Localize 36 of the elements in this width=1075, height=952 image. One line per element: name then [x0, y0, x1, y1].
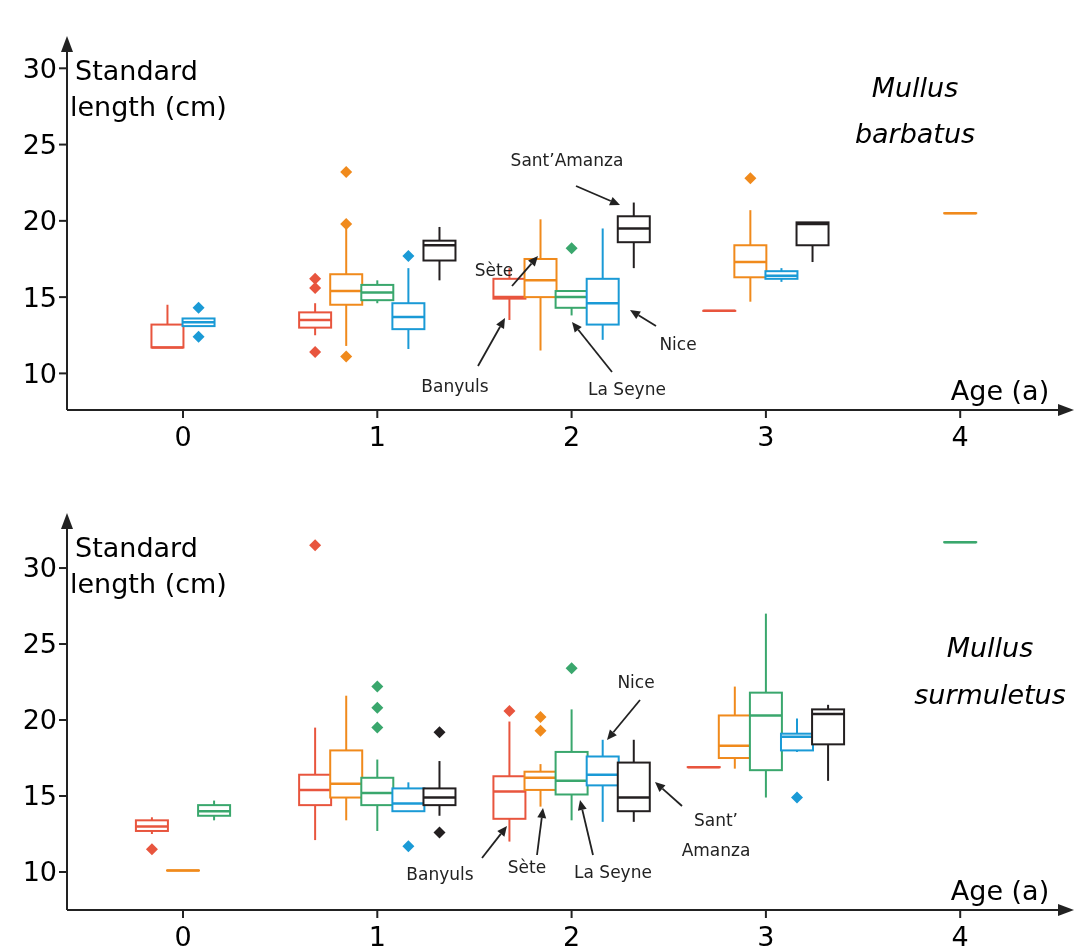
x-axis-title: Age (a) [950, 875, 1050, 906]
x-tick-label: 2 [563, 921, 581, 952]
y-axis-title: Standard length (cm) [70, 55, 227, 122]
x-tick-label: 4 [951, 421, 969, 452]
annotation: La Seyne [574, 862, 652, 882]
x-tick-label: 0 [174, 921, 192, 952]
y-tick-label: 10 [22, 856, 57, 888]
x-tick-label: 2 [563, 421, 581, 452]
x-tick-label: 3 [757, 921, 775, 952]
x-tick-label: 4 [951, 921, 969, 952]
annotation: Sant’Amanza [510, 150, 624, 170]
text: Mullus barbatus [854, 72, 976, 149]
annotation: Banyuls [421, 376, 489, 396]
y-tick-label: 30 [22, 52, 57, 84]
x-tick-label: 3 [757, 421, 775, 452]
annotation: Sète [507, 857, 547, 877]
x-tick-label: 0 [174, 421, 192, 452]
annotation: Sète [474, 260, 514, 280]
y-tick-label: 25 [22, 628, 57, 660]
annotation: Banyuls [406, 864, 474, 884]
y-tick-label: 20 [22, 704, 57, 736]
y-tick-label: 10 [22, 357, 57, 389]
annotation: La Seyne [588, 379, 666, 399]
y-tick-label: 25 [22, 129, 57, 161]
y-tick-label: 15 [22, 780, 57, 812]
annotation: Sant’ Amanza [681, 810, 751, 860]
y-tick-label: 30 [22, 552, 57, 584]
y-axis-title: Standard length (cm) [70, 532, 227, 599]
annotation: Nice [659, 334, 697, 354]
y-tick-label: 20 [22, 205, 57, 237]
x-axis-title: Age (a) [950, 375, 1050, 406]
x-tick-label: 1 [368, 921, 386, 952]
text: Mullus surmuletus [914, 632, 1066, 710]
y-tick-label: 15 [22, 281, 57, 313]
x-tick-label: 1 [368, 421, 386, 452]
annotation: Nice [617, 672, 655, 692]
